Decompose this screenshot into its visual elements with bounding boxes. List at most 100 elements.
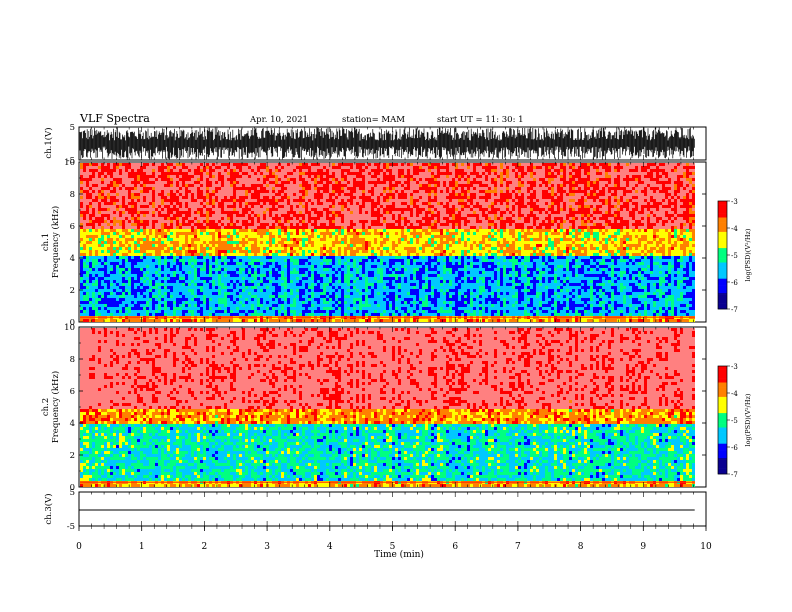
spectrogram-ch1-cell xyxy=(95,226,98,229)
spectrogram-ch1-cell xyxy=(353,220,356,223)
spectrogram-ch1-cell xyxy=(299,232,302,235)
spectrogram-ch1-cell xyxy=(170,229,173,232)
spectrogram-ch1-cell xyxy=(323,286,326,289)
spectrogram-ch1-cell xyxy=(104,229,107,232)
spectrogram-ch1-cell xyxy=(314,253,317,256)
spectrogram-ch1-cell xyxy=(176,181,179,184)
spectrogram-ch1-cell xyxy=(242,238,245,241)
spectrogram-ch1-cell xyxy=(299,307,302,310)
spectrogram-ch1-cell xyxy=(296,274,299,277)
spectrogram-ch1-cell xyxy=(113,235,116,238)
spectrogram-ch1-cell xyxy=(128,184,131,187)
spectrogram-ch1-cell xyxy=(122,310,125,313)
spectrogram-ch1-cell xyxy=(146,193,149,196)
spectrogram-ch1-cell xyxy=(356,202,359,205)
spectrogram-ch1-cell xyxy=(296,211,299,214)
spectrogram-ch1-cell xyxy=(131,280,134,283)
spectrogram-ch1-cell xyxy=(83,256,86,259)
spectrogram-ch1-cell xyxy=(242,166,245,169)
spectrogram-ch1-cell xyxy=(149,313,152,316)
spectrogram-ch1-cell xyxy=(329,169,332,172)
spectrogram-ch1-cell xyxy=(146,214,149,217)
spectrogram-ch1-cell xyxy=(335,166,338,169)
spectrogram-ch1-cell xyxy=(143,238,146,241)
spectrogram-ch1-cell xyxy=(206,256,209,259)
spectrogram-ch1-cell xyxy=(155,280,158,283)
spectrogram-ch1-cell xyxy=(323,226,326,229)
spectrogram-ch1-cell xyxy=(107,265,110,268)
spectrogram-ch1-cell xyxy=(113,187,116,190)
spectrogram-ch1-cell xyxy=(326,298,329,301)
spectrogram-ch1-cell xyxy=(143,295,146,298)
spectrogram-ch1-cell xyxy=(263,304,266,307)
spectrogram-ch1-cell xyxy=(227,166,230,169)
spectrogram-ch1-cell xyxy=(92,169,95,172)
spectrogram-ch1-cell xyxy=(149,256,152,259)
spectrogram-ch1-cell xyxy=(212,286,215,289)
spectrogram-ch1-cell xyxy=(164,244,167,247)
spectrogram-ch1-cell xyxy=(128,205,131,208)
spectrogram-ch1-cell xyxy=(221,307,224,310)
spectrogram-ch1-cell xyxy=(209,310,212,313)
spectrogram-ch1-cell xyxy=(275,298,278,301)
spectrogram-ch1-cell xyxy=(263,283,266,286)
spectrogram-ch1-cell xyxy=(287,262,290,265)
spectrogram-ch1-cell xyxy=(194,319,197,322)
spectrogram-ch1-cell xyxy=(116,277,119,280)
spectrogram-ch1-cell xyxy=(167,211,170,214)
spectrogram-ch1-cell xyxy=(239,274,242,277)
spectrogram-ch1-cell xyxy=(293,298,296,301)
spectrogram-ch1-cell xyxy=(188,184,191,187)
spectrogram-ch1-cell xyxy=(335,163,338,166)
spectrogram-ch1-cell xyxy=(200,286,203,289)
spectrogram-ch1-cell xyxy=(212,163,215,166)
spectrogram-ch1-cell xyxy=(173,304,176,307)
spectrogram-ch1-cell xyxy=(344,208,347,211)
spectrogram-ch1-cell xyxy=(215,247,218,250)
spectrogram-ch1-cell xyxy=(314,184,317,187)
spectrogram-ch1-cell xyxy=(92,295,95,298)
spectrogram-ch1-cell xyxy=(149,268,152,271)
spectrogram-ch1-cell xyxy=(200,280,203,283)
spectrogram-ch1-cell xyxy=(218,304,221,307)
spectrogram-ch1-cell xyxy=(101,217,104,220)
spectrogram-ch1-cell xyxy=(296,304,299,307)
spectrogram-ch1-cell xyxy=(134,226,137,229)
spectrogram-ch1-cell xyxy=(239,277,242,280)
spectrogram-ch1-cell xyxy=(248,220,251,223)
spectrogram-ch1-cell xyxy=(356,295,359,298)
spectrogram-ch1-cell xyxy=(110,304,113,307)
spectrogram-ch1-cell xyxy=(239,169,242,172)
spectrogram-ch1-cell xyxy=(83,277,86,280)
spectrogram-ch1-cell xyxy=(224,241,227,244)
spectrogram-ch1-cell xyxy=(158,211,161,214)
spectrogram-ch1-cell xyxy=(293,292,296,295)
spectrogram-ch1-cell xyxy=(254,205,257,208)
spectrogram-ch1-cell xyxy=(215,199,218,202)
spectrogram-ch1-cell xyxy=(155,232,158,235)
spectrogram-ch1-cell xyxy=(158,199,161,202)
spectrogram-ch1-cell xyxy=(107,205,110,208)
spectrogram-ch1-cell xyxy=(260,313,263,316)
spectrogram-ch1-cell xyxy=(317,205,320,208)
spectrogram-ch1-cell xyxy=(89,241,92,244)
spectrogram-ch1-cell xyxy=(80,172,83,175)
spectrogram-ch1-cell xyxy=(83,199,86,202)
spectrogram-ch1-cell xyxy=(221,280,224,283)
spectrogram-ch1-cell xyxy=(233,172,236,175)
spectrogram-ch1-cell xyxy=(89,265,92,268)
spectrogram-ch1-cell xyxy=(332,184,335,187)
spectrogram-ch1-cell xyxy=(266,274,269,277)
spectrogram-ch1-cell xyxy=(227,241,230,244)
spectrogram-ch1-cell xyxy=(347,163,350,166)
spectrogram-ch1-cell xyxy=(107,184,110,187)
spectrogram-ch1-cell xyxy=(197,229,200,232)
spectrogram-ch1-cell xyxy=(92,229,95,232)
spectrogram-ch1-cell xyxy=(350,232,353,235)
spectrogram-ch1-cell xyxy=(134,265,137,268)
spectrogram-ch1-cell xyxy=(350,184,353,187)
spectrogram-ch1-cell xyxy=(308,217,311,220)
spectrogram-ch1-cell xyxy=(203,181,206,184)
spectrogram-ch1-cell xyxy=(221,289,224,292)
spectrogram-ch1-cell xyxy=(152,235,155,238)
